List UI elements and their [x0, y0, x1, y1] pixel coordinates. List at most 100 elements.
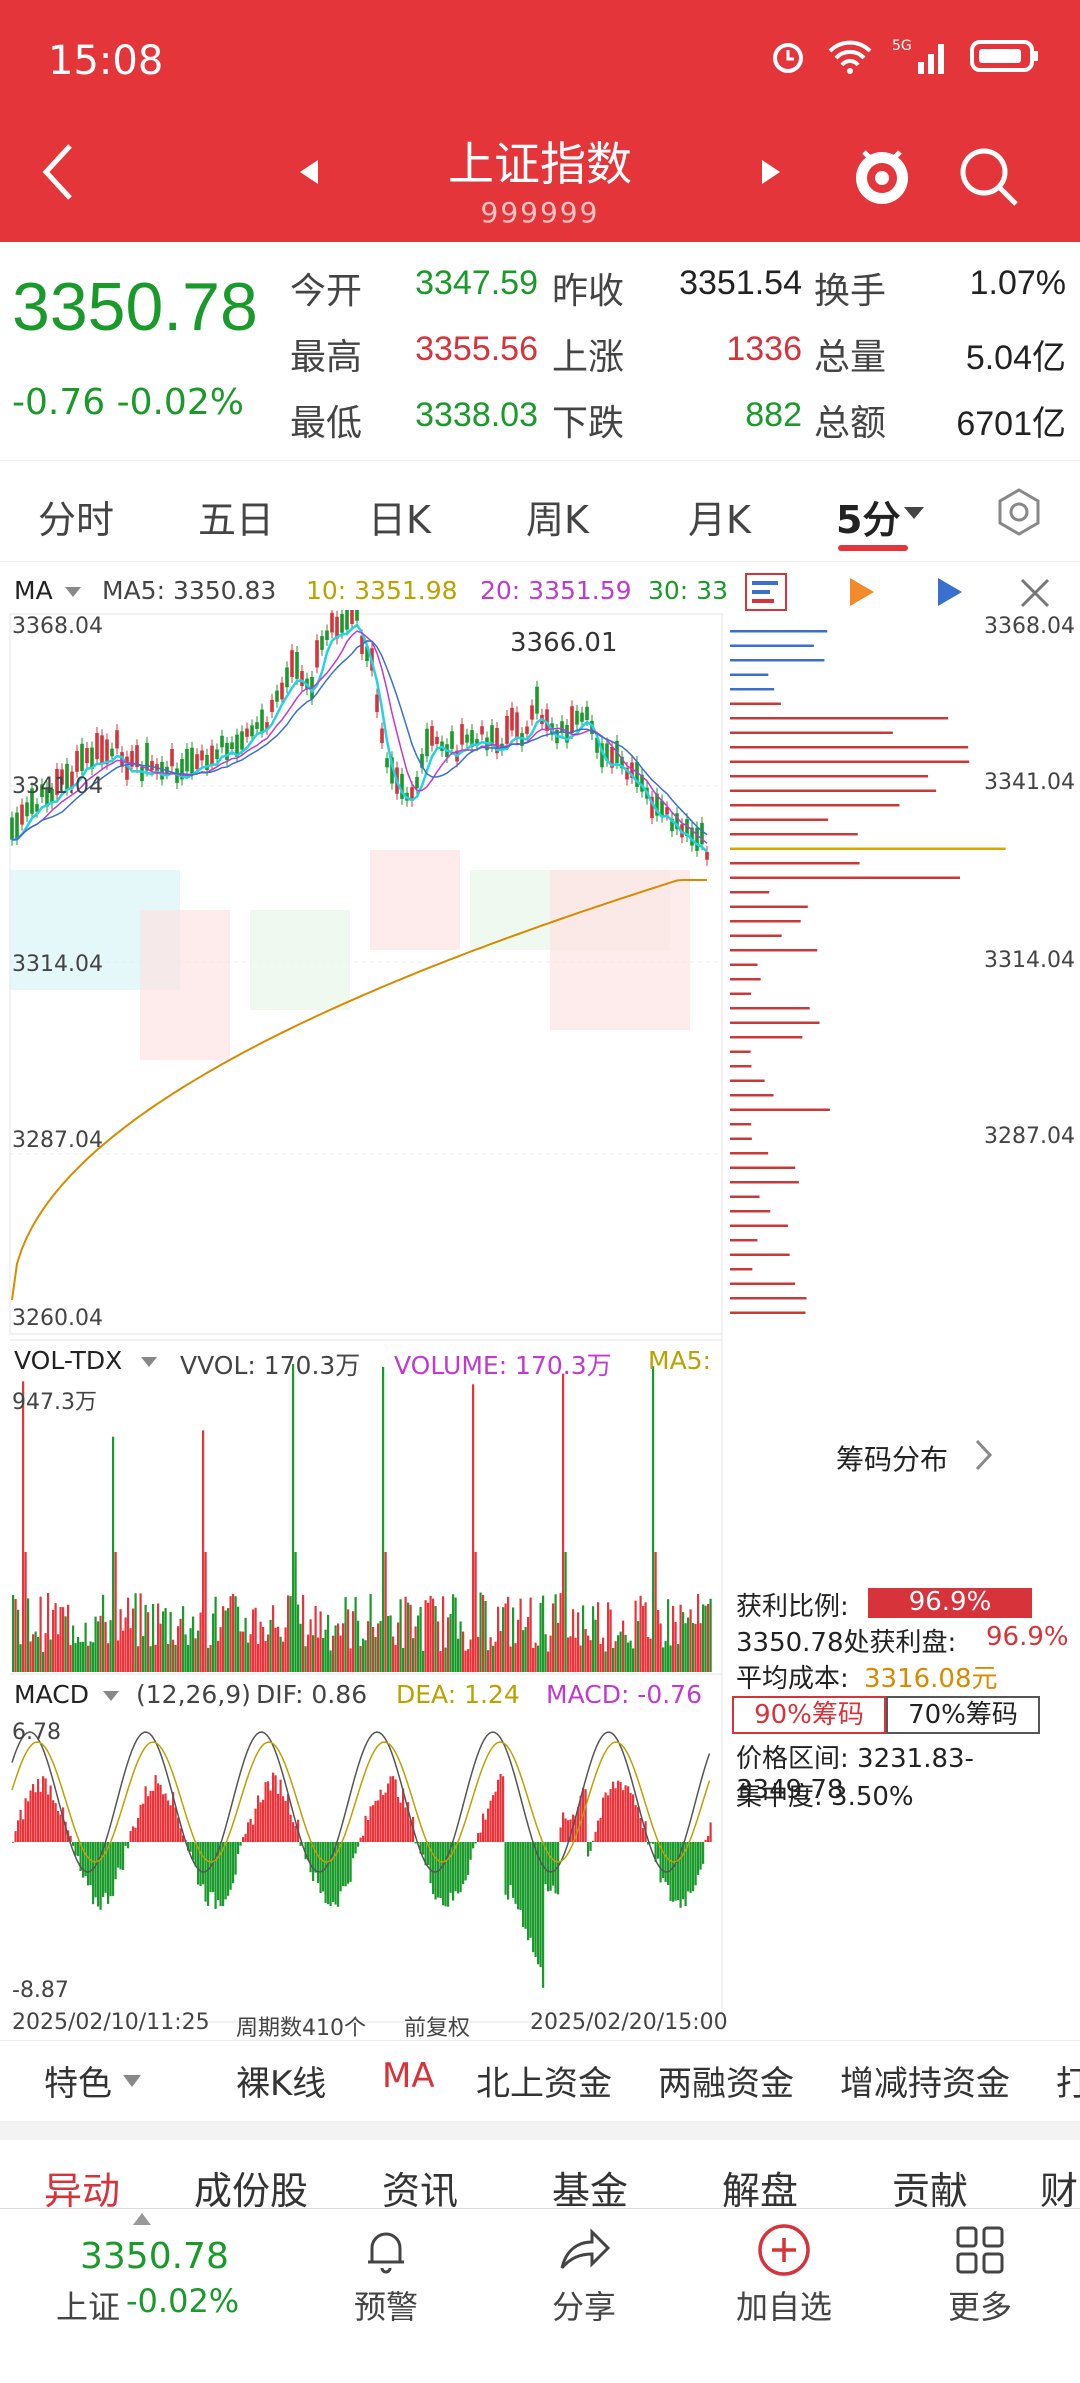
chip-blue-icon[interactable]	[932, 574, 968, 610]
macd-bar	[327, 1842, 329, 1904]
tab-intraday[interactable]: 分时	[38, 489, 114, 544]
menu-more-cut[interactable]: 打	[1056, 2056, 1080, 2105]
macd-bar	[467, 1842, 469, 1875]
volume-bar	[220, 1627, 222, 1672]
volume-bar	[237, 1607, 239, 1672]
volume-bar	[387, 1616, 389, 1672]
volume-bar	[372, 1627, 374, 1672]
zone-box	[370, 850, 460, 950]
macd-bar	[310, 1842, 312, 1872]
volume-bar	[235, 1596, 237, 1672]
candle-body	[530, 705, 534, 719]
chip-bar	[730, 1138, 752, 1141]
close-icon[interactable]	[1018, 576, 1052, 610]
tab-5min[interactable]: 5分	[836, 489, 900, 544]
tab-analysis[interactable]: 解盘	[722, 2160, 798, 2215]
tab-news[interactable]: 资讯	[382, 2160, 458, 2215]
macd-indicator-select[interactable]: MACD	[14, 1680, 89, 1709]
volume-bar	[622, 1621, 624, 1672]
candle-body	[375, 695, 379, 713]
tab-finance-cut[interactable]: 财	[1040, 2160, 1078, 2215]
chip-panel-icon[interactable]	[744, 572, 788, 612]
volume-bar	[482, 1595, 484, 1672]
menu-feature[interactable]: 特色	[44, 2056, 112, 2105]
mascot-icon[interactable]	[850, 140, 914, 210]
add-favorite-icon[interactable]	[756, 2222, 812, 2278]
volume-bar	[375, 1637, 377, 1672]
vol-indicator-select[interactable]: VOL-TDX	[14, 1346, 122, 1375]
caret-down-icon[interactable]	[102, 1690, 120, 1702]
volume-bar	[510, 1647, 512, 1672]
tab-five-day[interactable]: 五日	[198, 489, 274, 544]
chip-orange-icon[interactable]	[844, 574, 880, 610]
caret-down-icon[interactable]	[122, 2074, 142, 2088]
nav-more[interactable]: 更多	[910, 2282, 1050, 2328]
volume-bar	[290, 1596, 292, 1672]
kline-chart-area[interactable]	[0, 610, 1080, 2030]
chip-bar	[730, 1022, 820, 1025]
macd-bar	[675, 1842, 677, 1901]
caret-up-icon[interactable]	[132, 2212, 152, 2226]
indicator-select[interactable]: MA	[14, 576, 53, 605]
volume-bar	[390, 1615, 392, 1672]
volume-bar	[490, 1637, 492, 1672]
volume-bar	[377, 1623, 379, 1672]
chip-90-button[interactable]: 90%筹码	[732, 1696, 886, 1734]
macd-bar	[470, 1842, 472, 1860]
chevron-right-icon[interactable]	[974, 1438, 994, 1472]
chip-bar	[730, 877, 960, 880]
menu-northbound[interactable]: 北上资金	[476, 2056, 612, 2105]
volume-bar	[470, 1640, 472, 1672]
macd-bar	[47, 1794, 49, 1842]
tab-weekly-k[interactable]: 周K	[526, 489, 589, 544]
chip-bar	[730, 978, 761, 981]
chip-70-button[interactable]: 70%筹码	[886, 1696, 1040, 1734]
bell-icon[interactable]	[360, 2224, 412, 2276]
volume-bar	[347, 1609, 349, 1672]
share-icon[interactable]	[556, 2224, 612, 2276]
nav-alert[interactable]: 预警	[316, 2282, 456, 2328]
chip-bar	[730, 1094, 774, 1097]
volume-bar	[565, 1552, 567, 1672]
menu-ma[interactable]: MA	[382, 2056, 435, 2096]
avg-cost-label: 平均成本:	[736, 1658, 849, 1695]
nav-share[interactable]: 分享	[514, 2282, 654, 2328]
tab-contribution[interactable]: 贡献	[892, 2160, 968, 2215]
volume-bar	[550, 1636, 552, 1672]
macd-bar	[515, 1842, 517, 1904]
volume-bar	[545, 1634, 547, 1672]
tab-constituents[interactable]: 成份股	[194, 2160, 308, 2215]
chip-bar	[730, 790, 936, 793]
volume-bar	[687, 1617, 689, 1672]
menu-holdings[interactable]: 增减持资金	[840, 2056, 1010, 2105]
macd-bar	[622, 1790, 624, 1842]
macd-bar	[497, 1780, 499, 1842]
wifi-icon	[826, 37, 874, 75]
search-icon[interactable]	[958, 146, 1020, 208]
tab-anomaly[interactable]: 异动	[44, 2160, 120, 2215]
candle-body	[75, 751, 79, 772]
caret-down-icon[interactable]	[140, 1356, 158, 1368]
volume-bar	[50, 1639, 52, 1672]
volume-bar	[385, 1552, 387, 1672]
grid-more-icon[interactable]	[954, 2224, 1006, 2276]
volume-bar	[602, 1638, 604, 1672]
tab-monthly-k[interactable]: 月K	[688, 489, 751, 544]
volume-bar	[205, 1552, 207, 1672]
adjust-mode[interactable]: 前复权	[404, 2010, 470, 2042]
menu-naked-k[interactable]: 裸K线	[236, 2056, 326, 2105]
settings-hex-icon[interactable]	[994, 487, 1044, 537]
nav-add-watch[interactable]: 加自选	[714, 2282, 854, 2328]
menu-margin[interactable]: 两融资金	[658, 2056, 794, 2105]
volume-bar	[707, 1604, 709, 1672]
macd-bar	[227, 1842, 229, 1896]
macd-bar	[20, 1810, 22, 1842]
nav-price[interactable]: 3350.78	[80, 2236, 229, 2277]
chip-title[interactable]: 筹码分布	[836, 1438, 948, 1478]
macd-bar	[525, 1842, 527, 1929]
macd-bar	[120, 1842, 122, 1869]
tab-daily-k[interactable]: 日K	[368, 489, 431, 544]
caret-down-icon[interactable]	[64, 586, 82, 598]
caret-down-icon[interactable]	[902, 505, 926, 521]
tab-funds[interactable]: 基金	[552, 2160, 628, 2215]
